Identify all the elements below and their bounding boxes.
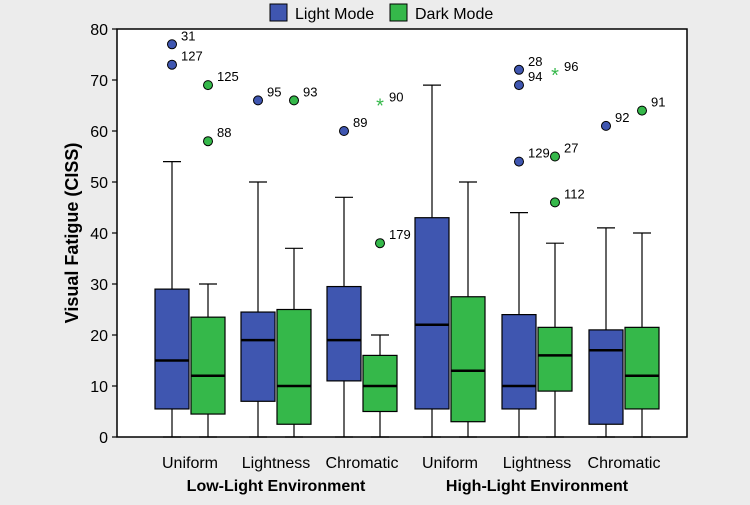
outlier-point-15 xyxy=(601,120,611,131)
y-tick-label-8: 80 xyxy=(90,22,108,39)
box-1-1-iqr-box xyxy=(276,308,312,425)
legend-swatch-1 xyxy=(389,3,408,22)
outlier-point-13 xyxy=(550,151,560,162)
outlier-label-2: 125 xyxy=(217,69,239,84)
box-0-1-iqr-box xyxy=(190,316,226,415)
y-axis-label: Visual Fatigue (CISS) xyxy=(62,143,82,324)
box-4-1-iqr-box xyxy=(537,326,573,392)
outlier-point-8 xyxy=(375,238,385,249)
box-0-0-iqr-box xyxy=(154,288,190,410)
outlier-label-7: 90 xyxy=(389,90,403,105)
outlier-label-6: 89 xyxy=(353,115,367,130)
outlier-point-0 xyxy=(167,39,177,50)
x-category-label-5: Chromatic xyxy=(588,455,661,472)
outlier-point-3 xyxy=(203,136,213,147)
y-tick-label-4: 40 xyxy=(90,226,108,243)
outlier-label-12: 96 xyxy=(564,59,578,74)
x-category-label-3: Uniform xyxy=(422,455,478,472)
outlier-label-15: 92 xyxy=(615,110,629,125)
y-tick-label-7: 70 xyxy=(90,73,108,90)
y-tick-label-1: 10 xyxy=(90,379,108,396)
outlier-label-4: 95 xyxy=(267,84,281,99)
outlier-point-14 xyxy=(550,197,560,208)
outlier-star-12: * xyxy=(551,65,559,87)
box-3-1-iqr-box xyxy=(450,296,486,423)
box-2-1-iqr-box xyxy=(362,354,398,413)
outlier-label-8: 179 xyxy=(389,227,411,242)
box-1-0-iqr-box xyxy=(240,311,276,402)
legend-label-0: Light Mode xyxy=(295,6,374,23)
x-category-label-2: Chromatic xyxy=(326,455,399,472)
y-tick-label-2: 20 xyxy=(90,328,108,345)
box-5-1-iqr-box xyxy=(624,326,660,410)
outlier-label-3: 88 xyxy=(217,125,231,140)
outlier-star-7: * xyxy=(376,96,384,118)
outlier-label-5: 93 xyxy=(303,84,317,99)
x-category-label-4: Lightness xyxy=(503,455,572,472)
outlier-label-10: 94 xyxy=(528,69,542,84)
outlier-label-11: 129 xyxy=(528,146,550,161)
box-5-0-iqr-box xyxy=(588,329,624,425)
legend-label-1: Dark Mode xyxy=(415,6,493,23)
y-tick-label-5: 50 xyxy=(90,175,108,192)
outlier-label-14: 112 xyxy=(564,186,585,201)
outlier-point-1 xyxy=(167,59,177,70)
box-2-0-iqr-box xyxy=(326,285,362,382)
outlier-point-16 xyxy=(637,105,647,116)
outlier-label-13: 27 xyxy=(564,141,578,156)
outlier-label-9: 28 xyxy=(528,54,542,69)
y-tick-label-6: 60 xyxy=(90,124,108,141)
outlier-label-16: 91 xyxy=(651,95,665,110)
outlier-point-9 xyxy=(514,64,524,75)
outlier-point-2 xyxy=(203,80,213,91)
x-group-label-1: High-Light Environment xyxy=(446,478,629,495)
outlier-label-0: 31 xyxy=(181,28,195,43)
y-tick-label-0: 0 xyxy=(99,430,108,447)
outlier-point-5 xyxy=(289,95,299,106)
box-4-0-iqr-box xyxy=(501,314,537,410)
x-category-label-0: Uniform xyxy=(162,455,218,472)
outlier-point-6 xyxy=(339,126,349,136)
outlier-point-10 xyxy=(514,80,524,91)
x-group-label-0: Low-Light Environment xyxy=(187,478,366,495)
outlier-point-4 xyxy=(253,95,263,106)
outlier-label-1: 127 xyxy=(181,49,203,64)
x-category-label-1: Lightness xyxy=(242,455,311,472)
y-tick-label-3: 30 xyxy=(90,277,108,294)
outlier-point-11 xyxy=(514,156,524,167)
box-3-0-iqr-box xyxy=(414,217,450,410)
legend-swatch-0 xyxy=(269,3,288,22)
